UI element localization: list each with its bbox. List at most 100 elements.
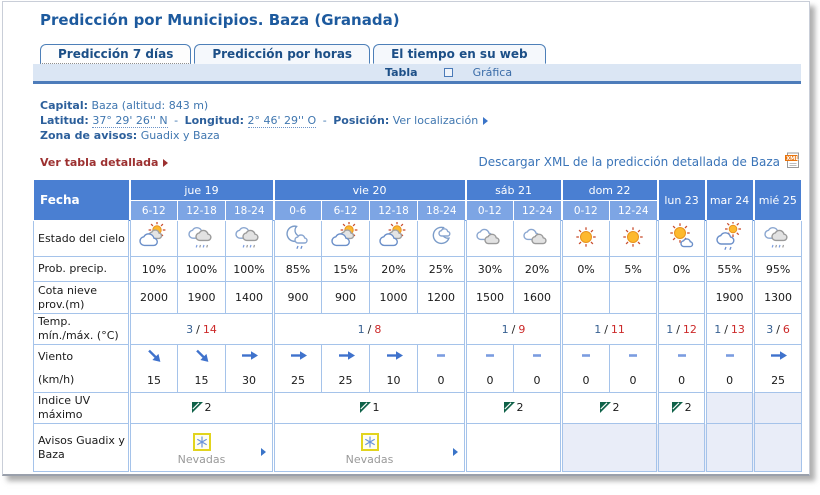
wind-calm-icon <box>480 348 500 363</box>
wind-speed-cell: 15 <box>128 368 178 393</box>
uv-index-cell: 2 <box>464 392 563 424</box>
sky-state-cell <box>609 220 659 257</box>
ver-tabla-detallada-label: Ver tabla detallada <box>40 155 159 169</box>
temp-min: 1 <box>594 322 602 336</box>
clouds-icon <box>473 222 507 252</box>
wind-arrow-e-icon <box>768 348 788 363</box>
tab-prediccion-por-horas[interactable]: Predicción por horas <box>194 44 371 64</box>
cota-nieve-cell: 2000 <box>128 281 178 314</box>
sky-state-cell <box>272 220 323 257</box>
period-header: 12-18 <box>369 200 419 221</box>
uv-value: 2 <box>516 400 524 414</box>
aviso-empty-cell <box>560 423 659 472</box>
cota-nieve-cell <box>560 281 611 314</box>
ver-localizacion-link[interactable]: Ver localización <box>392 114 479 127</box>
aviso-nevadas-cell[interactable]: Nevadas <box>272 423 467 472</box>
prob-precip-cell: 100% <box>224 256 275 282</box>
wind-speed-cell: 0 <box>656 368 707 393</box>
cota-nieve-cell: 1900 <box>704 281 755 314</box>
prob-precip-cell: 0% <box>560 256 611 282</box>
descargar-xml-link[interactable]: Descargar XML de la predicción detallada… <box>479 152 802 172</box>
prob-precip-cell: 55% <box>704 256 755 282</box>
page-container: Predicción por Municipios. Baza (Granada… <box>2 1 810 476</box>
aviso-label: Nevadas <box>177 453 226 466</box>
period-header: 12-24 <box>609 200 659 221</box>
longitud-value: 2° 46' 29'' O <box>247 114 317 128</box>
period-header: 12-18 <box>177 200 226 221</box>
aviso-empty-cell <box>656 423 707 472</box>
wind-direction-cell <box>656 344 707 369</box>
uv-index-icon <box>191 401 203 413</box>
prob-precip-cell: 5% <box>609 256 659 282</box>
aviso-empty-cell <box>704 423 755 472</box>
day-header-vie-20: vie 20 <box>272 179 467 201</box>
tab-el-tiempo-en-su-web[interactable]: El tiempo en su web <box>373 44 546 64</box>
view-grafica-link[interactable]: Gráfica <box>472 66 513 79</box>
cota-nieve-cell: 900 <box>321 281 371 314</box>
sky-state-cell <box>128 220 178 257</box>
arrow-right-icon <box>261 448 267 456</box>
aviso-empty-cell <box>464 423 563 472</box>
arrow-right-icon <box>483 117 489 125</box>
prob-precip-cell: 15% <box>321 256 371 282</box>
uv-value: 2 <box>612 400 620 414</box>
wind-direction-cell <box>128 344 178 369</box>
cloud-snow-icon <box>761 222 795 252</box>
wind-arrow-se-icon <box>192 348 212 363</box>
prob-precip-cell: 10% <box>128 256 178 282</box>
aviso-empty-cell <box>752 423 803 472</box>
temp-min-max-cell: 1/9 <box>464 313 563 345</box>
wind-speed-cell: 25 <box>321 368 371 393</box>
aviso-nevadas-cell[interactable]: Nevadas <box>127 423 275 472</box>
wind-direction-cell <box>513 344 563 369</box>
snow-warning-icon <box>360 433 379 451</box>
prob-precip-cell: 25% <box>417 256 467 282</box>
forecast-table: Fecha jue 19 vie 20 sáb 21 dom 22 lun 23 mar 2… <box>33 179 803 472</box>
wind-speed-cell: 0 <box>704 368 755 393</box>
uv-index-cell <box>752 392 803 424</box>
temp-separator: / <box>776 322 780 336</box>
snow-warning-icon <box>192 433 211 451</box>
wind-direction-cell <box>704 344 755 369</box>
cota-nieve-cell: 1600 <box>513 281 563 314</box>
temp-min-max-cell: 1/11 <box>560 313 659 345</box>
wind-direction-cell <box>321 344 371 369</box>
moon-cloud-rain-icon <box>281 222 315 252</box>
cota-nieve-cell: 1500 <box>464 281 515 314</box>
wind-calm-icon <box>720 348 740 363</box>
arrow-right-icon <box>163 158 169 167</box>
row-label-temp: Temp. mín./máx. (°C) <box>33 313 130 345</box>
wind-speed-cell: 0 <box>464 368 515 393</box>
tab-prediccion-7-dias[interactable]: Predicción 7 días <box>40 44 192 64</box>
sky-state-cell <box>369 220 419 257</box>
sun-icon <box>569 222 603 252</box>
wind-speed-cell: 0 <box>513 368 563 393</box>
period-header: 18-24 <box>417 200 467 221</box>
temp-min-max-cell: 3/6 <box>752 313 803 345</box>
sky-state-cell <box>513 220 563 257</box>
temp-max: 13 <box>730 322 745 336</box>
day-header-lun-23: lun 23 <box>656 179 707 221</box>
temp-min-max-cell: 1/12 <box>656 313 707 345</box>
longitud-label: Longitud: <box>184 114 244 127</box>
temp-max: 8 <box>374 322 382 336</box>
sky-state-cell <box>224 220 275 257</box>
moon-cloud-icon <box>424 222 458 252</box>
wind-arrow-e-icon <box>239 348 259 363</box>
temp-max: 12 <box>682 322 697 336</box>
cloud-snow-icon <box>232 222 266 252</box>
uv-index-cell: 1 <box>272 392 467 424</box>
sun-cloud-icon <box>137 221 171 252</box>
view-tabla-link[interactable]: Tabla <box>385 66 418 79</box>
temp-min: 1 <box>357 322 365 336</box>
sun-cloud-icon <box>377 221 411 252</box>
clouds-icon <box>520 222 554 252</box>
row-label-viento: Viento <box>33 344 130 369</box>
wind-speed-cell: 0 <box>609 368 659 393</box>
period-header: 18-24 <box>224 200 275 221</box>
ver-tabla-detallada-link[interactable]: Ver tabla detallada <box>40 155 169 169</box>
wind-calm-icon <box>576 348 596 363</box>
sky-state-cell <box>656 220 707 257</box>
temp-min: 1 <box>666 322 674 336</box>
cota-nieve-cell: 1200 <box>417 281 467 314</box>
